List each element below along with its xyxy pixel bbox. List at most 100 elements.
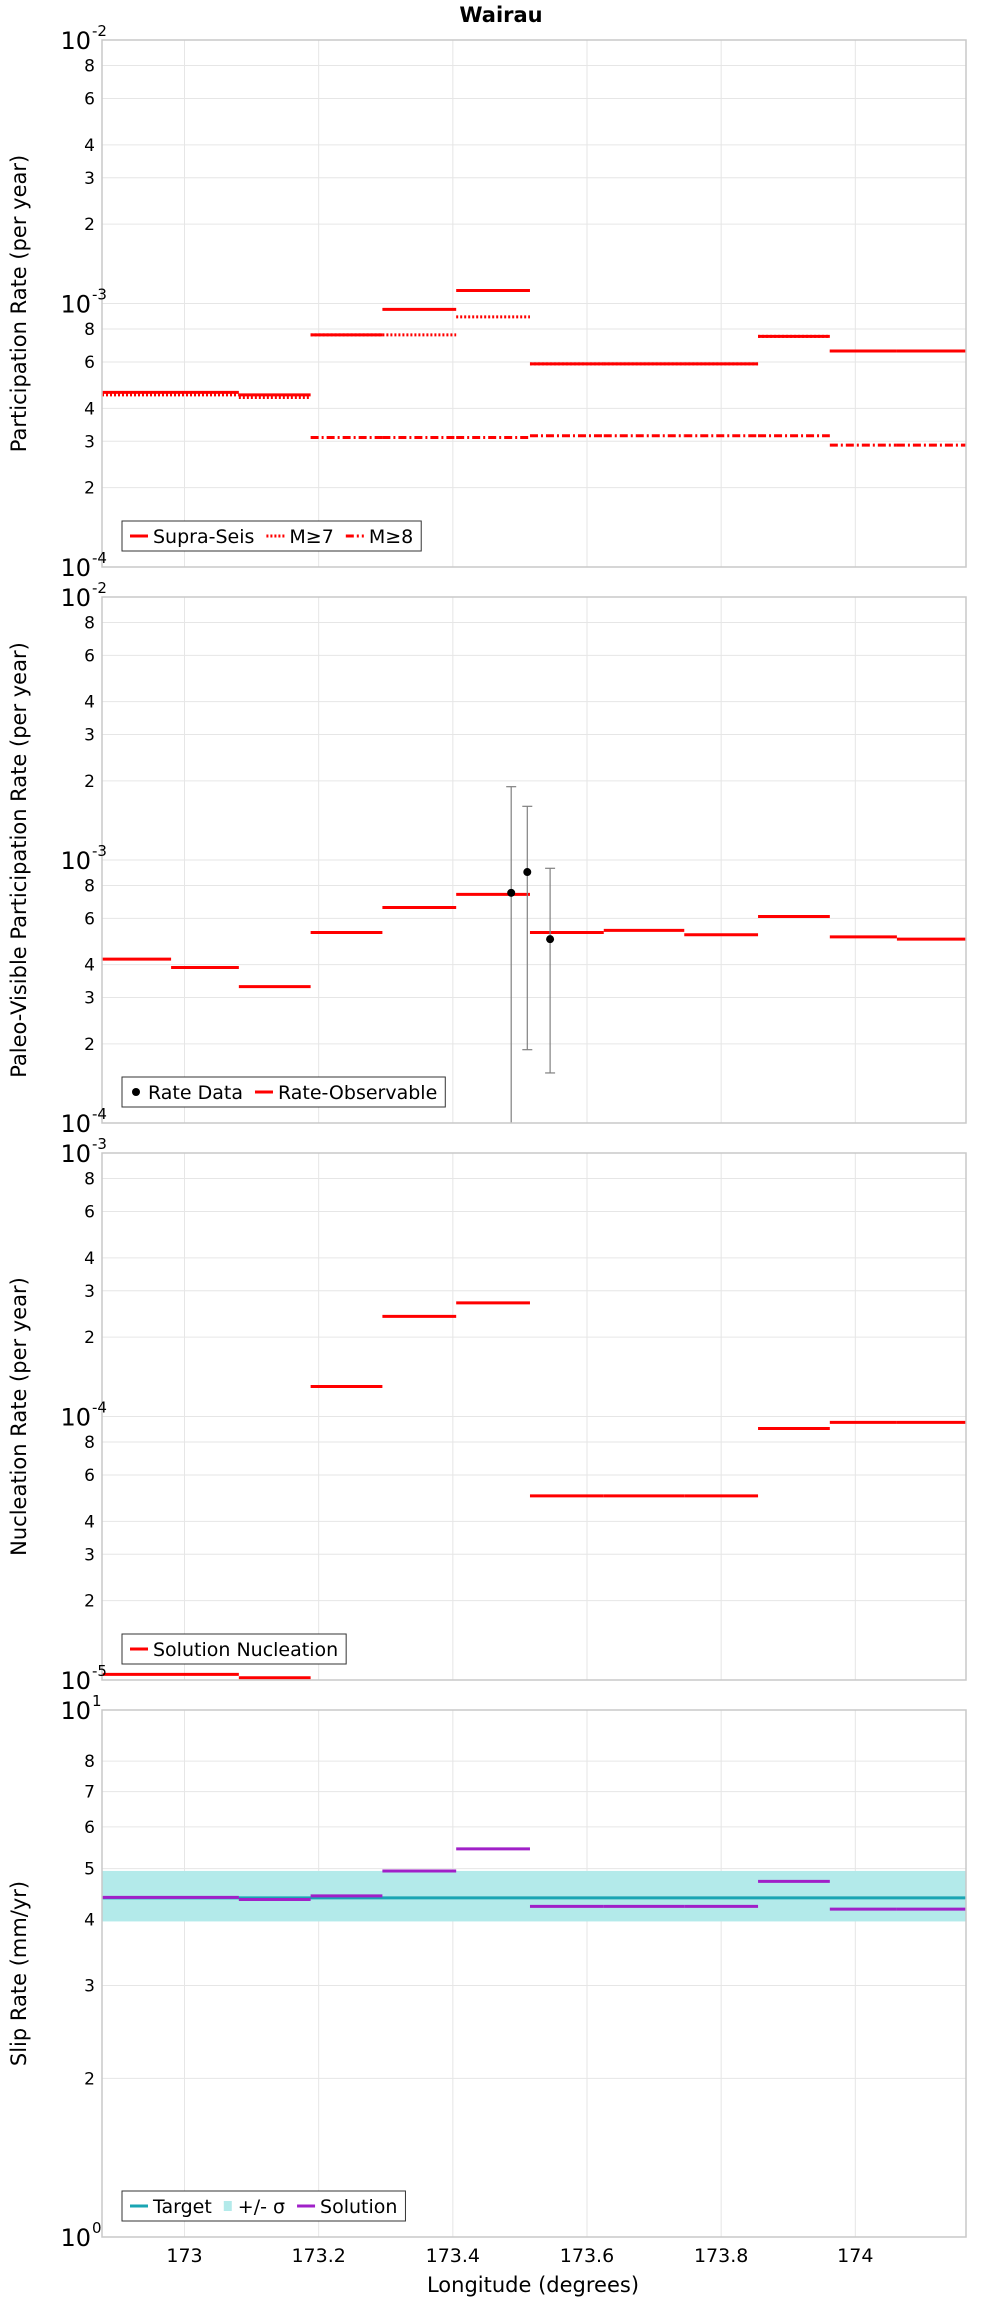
y-tick-exponent: -3 [92, 286, 107, 304]
y-tick-label: 10 [60, 584, 91, 612]
y-tick-label: 10 [60, 1140, 91, 1168]
y-tick-label: 4 [84, 1911, 95, 1931]
chart-title: Wairau [459, 3, 542, 27]
y-tick-label: 5 [84, 1860, 95, 1880]
legend-label: M≥7 [289, 526, 333, 548]
x-tick-label: 173.2 [291, 2245, 345, 2267]
y-tick-label: 8 [84, 1433, 95, 1453]
y-tick-label: 3 [84, 432, 95, 452]
x-tick-label: 173.6 [560, 2245, 614, 2267]
x-tick-label: 173.4 [426, 2245, 480, 2267]
y-tick-exponent: 1 [92, 1692, 102, 1710]
y-tick-label: 10 [60, 554, 91, 582]
series-solution [102, 1847, 966, 1911]
x-axis-label: Longitude (degrees) [427, 2273, 639, 2297]
y-tick-label: 10 [60, 1404, 91, 1432]
data-point [523, 868, 532, 877]
y-tick-label: 10 [60, 1697, 91, 1725]
x-tick-label: 173 [166, 2245, 202, 2267]
data-point [507, 888, 516, 897]
y-tick-label: 6 [84, 909, 95, 929]
y-tick-label: 8 [84, 613, 95, 633]
y-tick-exponent: -3 [92, 1135, 107, 1153]
y-tick-label: 2 [84, 1035, 95, 1055]
y-tick-label: 8 [84, 320, 95, 340]
y-tick-label: 8 [84, 57, 95, 77]
y-tick-label: 2 [84, 479, 95, 499]
legend-label: Rate Data [148, 1082, 243, 1104]
legend-label: M≥8 [369, 526, 413, 548]
y-tick-label: 6 [84, 1202, 95, 1222]
y-tick-label: 6 [84, 353, 95, 373]
y-tick-label: 2 [84, 1592, 95, 1612]
y-axis-label: Participation Rate (per year) [7, 155, 31, 452]
plot-frame [101, 1709, 967, 2238]
y-tick-exponent: -4 [92, 549, 107, 567]
legend-marker [132, 1088, 140, 1096]
legend-label: Solution Nucleation [153, 1639, 338, 1661]
y-tick-label: 6 [84, 1466, 95, 1486]
y-tick-label: 8 [84, 1752, 95, 1772]
legend-label: Target [152, 2196, 212, 2218]
legend-label: Supra-Seis [153, 526, 254, 548]
plot-frame [101, 39, 967, 568]
y-tick-label: 10 [60, 1110, 91, 1138]
y-tick-label: 4 [84, 399, 95, 419]
legend: Rate Data Rate-Observable [121, 1076, 446, 1108]
legend: Target +/- σ Solution [121, 2190, 406, 2222]
y-tick-label: 6 [84, 89, 95, 109]
data-point [546, 935, 555, 944]
y-tick-exponent: 0 [92, 2219, 102, 2237]
plot-frame [101, 1152, 967, 1681]
y-tick-label: 10 [60, 2224, 91, 2252]
legend-box [121, 1633, 347, 1665]
y-axis-label: Paleo-Visible Participation Rate (per ye… [7, 642, 31, 1078]
y-tick-exponent: -3 [92, 842, 107, 860]
y-tick-label: 6 [84, 646, 95, 666]
y-axis-label: Slip Rate (mm/yr) [7, 1881, 31, 2066]
y-tick-label: 10 [60, 847, 91, 875]
y-tick-label: 3 [84, 169, 95, 189]
y-tick-label: 10 [60, 1667, 91, 1695]
y-tick-label: 4 [84, 1512, 95, 1532]
legend-box [121, 2190, 406, 2222]
sigma-band [102, 1870, 966, 1922]
series-rate-observable [102, 892, 966, 989]
y-tick-label: 4 [84, 136, 95, 156]
legend-label: +/- σ [238, 2196, 285, 2218]
y-tick-label: 2 [84, 1328, 95, 1348]
legend-marker [223, 2201, 232, 2211]
y-axis-label: Nucleation Rate (per year) [7, 1277, 31, 1556]
y-tick-label: 3 [84, 989, 95, 1009]
y-tick-exponent: -2 [92, 22, 107, 40]
y-tick-label: 4 [84, 693, 95, 713]
y-tick-label: 3 [84, 726, 95, 746]
y-tick-label: 2 [84, 215, 95, 235]
y-tick-exponent: -2 [92, 579, 107, 597]
y-tick-label: 4 [84, 956, 95, 976]
y-tick-label: 4 [84, 1249, 95, 1269]
y-tick-label: 7 [84, 1783, 95, 1803]
y-tick-label: 8 [84, 876, 95, 896]
legend-label: Solution [320, 2196, 397, 2218]
y-tick-label: 8 [84, 1170, 95, 1190]
plot-frame [101, 596, 967, 1124]
legend-label: Rate-Observable [278, 1082, 437, 1104]
y-tick-label: 10 [60, 27, 91, 55]
legend-box [121, 1076, 446, 1108]
y-tick-exponent: -4 [92, 1399, 107, 1417]
y-tick-label: 2 [84, 772, 95, 792]
series-m-8 [310, 434, 966, 447]
x-tick-label: 173.8 [694, 2245, 748, 2267]
legend: Supra-Seis M≥7 M≥8 [121, 520, 422, 552]
y-tick-label: 3 [84, 1282, 95, 1302]
y-tick-label: 10 [60, 291, 91, 319]
x-tick-label: 174 [837, 2245, 873, 2267]
y-tick-exponent: -4 [92, 1105, 107, 1123]
y-tick-label: 3 [84, 1977, 95, 1997]
